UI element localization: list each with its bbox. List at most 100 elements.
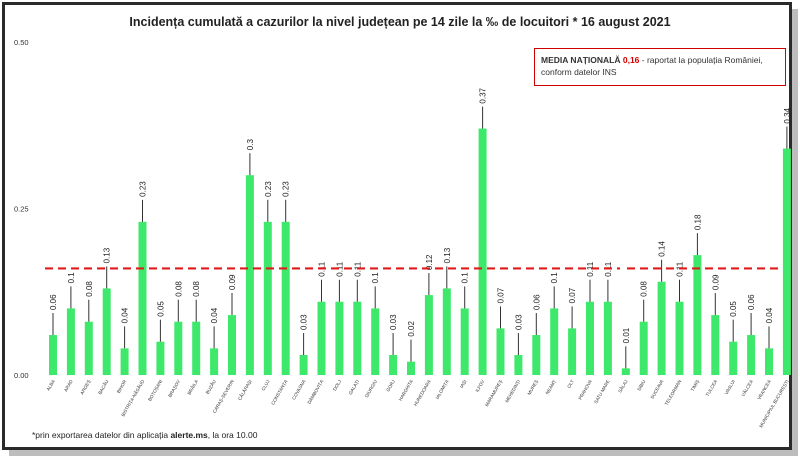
data-label: 0.23	[264, 181, 273, 197]
data-label: 0.04	[121, 307, 130, 323]
bar	[66, 308, 75, 375]
x-tick-label: ILFOV	[474, 378, 485, 393]
x-tick-label: CONSTANȚA	[270, 378, 289, 406]
x-tick-label: ALBA	[46, 378, 57, 391]
data-label: 0.02	[407, 321, 416, 337]
bar	[657, 281, 666, 375]
footnote-prefix: *prin exportarea datelor din aplicația	[32, 430, 171, 440]
data-label: 0.11	[335, 261, 344, 277]
data-label: 0.13	[443, 247, 452, 263]
x-tick-label: TIMIȘ	[690, 379, 700, 392]
bar	[317, 301, 326, 375]
data-label: 0.06	[49, 294, 58, 310]
data-label: 0.37	[479, 87, 488, 103]
data-label: 0.08	[192, 281, 201, 297]
data-label: 0.34	[783, 107, 792, 123]
data-label: 0.07	[568, 287, 577, 303]
x-tick-label: GORJ	[385, 379, 396, 393]
data-label: 0.23	[139, 181, 148, 197]
data-label: 0.08	[85, 281, 94, 297]
chart-title: Incidența cumulată a cazurilor la nivel …	[129, 15, 671, 29]
data-label: 0.13	[103, 247, 112, 263]
bar	[603, 301, 612, 375]
y-tick-label: 0.25	[14, 205, 29, 214]
data-label: 0.11	[586, 261, 595, 277]
x-tick-label: DÂMBOVIȚA	[306, 378, 325, 405]
bar	[245, 175, 254, 375]
x-tick-label: COVASNA	[291, 378, 307, 400]
data-label: 0.1	[461, 272, 470, 284]
x-tick-label: HARGHITA	[398, 378, 414, 402]
data-label: 0.06	[532, 294, 541, 310]
bar	[299, 355, 308, 375]
bar	[478, 128, 487, 375]
data-label: 0.12	[425, 254, 434, 270]
data-label: 0.3	[246, 139, 255, 151]
bar	[174, 321, 183, 375]
bar	[138, 221, 147, 375]
data-label: 0.03	[389, 314, 398, 330]
x-tick-label: CĂLĂRAȘI	[236, 379, 253, 402]
x-tick-label: TELEORMAN	[664, 379, 683, 406]
footnote-app: alerte.ms	[170, 430, 208, 440]
x-tick-label: MEHEDINȚI	[504, 379, 521, 403]
bar	[782, 148, 791, 375]
bar	[263, 221, 272, 375]
x-tick-label: GALAȚI	[348, 379, 361, 396]
x-tick-label: BACĂU	[96, 379, 109, 396]
legend-text-1: - raportat la populația României,	[639, 55, 763, 65]
bar	[639, 321, 648, 375]
bar	[765, 348, 773, 375]
bar	[442, 288, 451, 375]
bar	[514, 355, 523, 375]
data-label: 0.04	[210, 307, 219, 323]
data-label: 0.01	[622, 327, 631, 343]
data-label: 0.05	[156, 301, 165, 317]
bar	[675, 301, 684, 375]
data-label: 0.05	[729, 301, 738, 317]
data-label: 0.23	[282, 181, 291, 197]
bar	[460, 308, 469, 375]
national-average-legend: MEDIA NAȚIONALĂ 0,16 - raportat la popul…	[534, 48, 786, 86]
bar	[729, 341, 738, 375]
data-label: 0.03	[514, 314, 523, 330]
data-label: 0.18	[693, 214, 702, 230]
x-tick-label: HUNEDOARA	[413, 378, 432, 407]
bar	[693, 255, 702, 375]
footnote: *prin exportarea datelor din aplicația a…	[32, 430, 257, 440]
bar	[389, 355, 398, 375]
bar	[335, 301, 344, 375]
x-tick-label: VÂLCEA	[740, 378, 755, 398]
data-label: 0.14	[658, 241, 667, 257]
bar	[84, 321, 93, 375]
x-tick-label: IALOMIȚA	[435, 378, 451, 400]
bar	[102, 288, 111, 375]
x-tick-label: BUZĂU	[204, 379, 217, 395]
x-tick-label: CLUJ	[261, 379, 271, 391]
x-tick-label: TULCEA	[705, 378, 719, 397]
data-label: 0.1	[550, 272, 559, 284]
x-tick-label: OLT	[566, 379, 575, 389]
x-tick-label: BIHOR	[116, 378, 128, 394]
bar	[353, 301, 362, 375]
x-tick-label: BRĂILA	[186, 378, 200, 396]
bar	[424, 295, 433, 375]
x-tick-label: VASLUI	[724, 379, 736, 395]
x-tick-label: VRANCEA	[756, 378, 772, 401]
x-tick-label: BOTOȘANI	[147, 379, 163, 402]
x-tick-label: GIURGIU	[364, 379, 378, 399]
data-label: 0.1	[67, 272, 76, 284]
bar	[586, 301, 594, 375]
x-tick-label: ARGEȘ	[79, 379, 91, 395]
legend-label: MEDIA NAȚIONALĂ	[541, 55, 621, 65]
x-tick-label: MUREȘ	[527, 379, 540, 396]
bar	[156, 341, 165, 375]
bar	[532, 335, 541, 375]
x-tick-label: MARAMUREȘ	[484, 379, 503, 407]
bar-chart: 0.00 0.25 0.50 0.06 ALBA 0.1 ARAD 0.08 ARGEȘ 0.13…	[14, 38, 792, 428]
x-tick-label: DOLJ	[332, 379, 342, 392]
x-tick-label: SĂLAJ	[616, 379, 628, 394]
bar	[228, 315, 236, 375]
bar	[621, 368, 630, 375]
